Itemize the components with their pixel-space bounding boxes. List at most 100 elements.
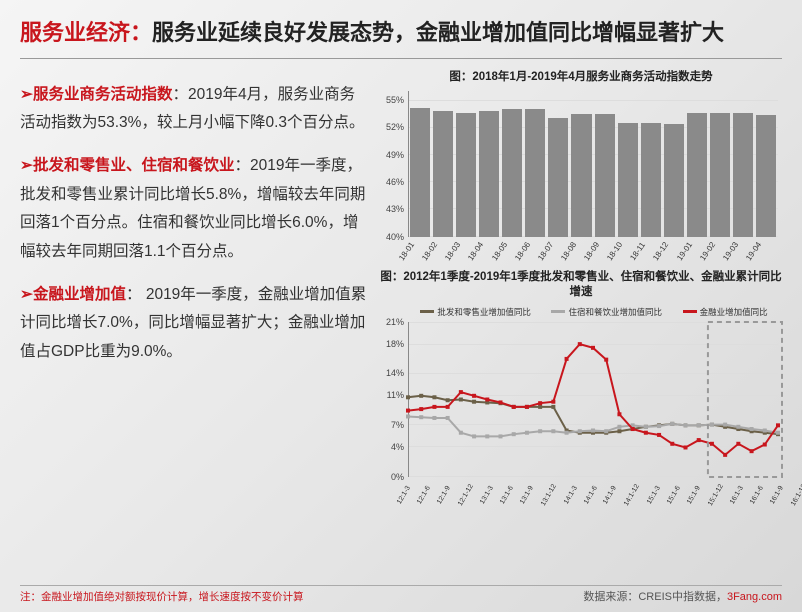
bar <box>456 113 476 237</box>
line-marker <box>499 434 503 438</box>
line-marker <box>684 445 688 449</box>
bar <box>479 111 499 237</box>
line-ytick: 4% <box>391 442 404 452</box>
line-marker <box>776 430 780 434</box>
line-marker <box>485 434 489 438</box>
line-marker <box>432 395 436 399</box>
line-marker <box>551 404 555 408</box>
bar <box>687 113 707 237</box>
line-marker <box>776 423 780 427</box>
line-marker <box>644 424 648 428</box>
line-marker <box>631 427 635 431</box>
line-marker <box>406 408 410 412</box>
data-source: 数据来源：CREIS中指数据，3Fang.com <box>583 588 782 604</box>
bar <box>733 113 753 237</box>
line-marker <box>684 423 688 427</box>
bar <box>525 109 545 237</box>
line-ytick: 14% <box>386 368 404 378</box>
line-marker <box>578 429 582 433</box>
bar <box>756 115 776 236</box>
line-chart: 批发和零售业增加值同比住宿和餐饮业增加值同比金融业增加值同比 0%4%7%11%… <box>380 304 782 509</box>
bar <box>571 114 591 236</box>
line-marker <box>446 415 450 419</box>
line-marker <box>723 452 727 456</box>
footnote: 注：金融业增加值绝对额按现价计算，增长速度按不变价计算 <box>20 589 304 604</box>
line-marker <box>472 393 476 397</box>
text-column: ➢服务业商务活动指数：2019年4月，服务业商务活动指数为53.3%，较上月小幅… <box>20 67 370 509</box>
line-marker <box>419 393 423 397</box>
line-marker <box>406 395 410 399</box>
bar-ytick: 52% <box>386 122 404 132</box>
line-marker <box>551 399 555 403</box>
line-marker <box>551 429 555 433</box>
legend-item: 批发和零售业增加值同比 <box>420 306 531 318</box>
line-marker <box>617 429 621 433</box>
footer-divider <box>20 585 782 586</box>
line-marker <box>657 424 661 428</box>
bullet-1: ➢批发和零售业、住宿和餐饮业：2019年一季度，批发和零售业累计同比增长5.8%… <box>20 152 370 267</box>
source-text: 数据来源：CREIS中指数据， <box>583 591 727 603</box>
bar-chart: 40%43%46%49%52%55% 18-0118-0218-0318-041… <box>380 87 782 267</box>
page-title: 服务业经济：服务业延续良好发展态势，金融业增加值同比增幅显著扩大 <box>20 18 782 48</box>
line-marker <box>459 430 463 434</box>
line-marker <box>710 422 714 426</box>
line-marker <box>472 434 476 438</box>
bullet-2: ➢金融业增加值： 2019年一季度，金融业增加值累计同比增长7.0%，同比增幅显… <box>20 281 370 367</box>
bar <box>618 123 638 237</box>
line-marker <box>578 342 582 346</box>
line-ytick: 21% <box>386 317 404 327</box>
bar <box>641 123 661 236</box>
title-black: 服务业延续良好发展态势，金融业增加值同比增幅显著扩大 <box>152 20 724 45</box>
bar <box>433 111 453 237</box>
line-marker <box>525 404 529 408</box>
line-marker <box>697 438 701 442</box>
line-marker <box>512 404 516 408</box>
bar <box>410 108 430 237</box>
line-marker <box>591 428 595 432</box>
line-marker <box>644 430 648 434</box>
line-marker <box>670 441 674 445</box>
bar-chart-title: 图：2018年1月-2019年4月服务业商务活动指数走势 <box>380 70 782 85</box>
source-brand: 3Fang.com <box>727 591 782 603</box>
line-ytick: 7% <box>391 420 404 430</box>
highlight-box <box>708 322 782 477</box>
bar-ytick: 55% <box>386 95 404 105</box>
line-marker <box>604 357 608 361</box>
bar <box>548 118 568 237</box>
legend-item: 住宿和餐饮业增加值同比 <box>551 306 662 318</box>
bullet-0: ➢服务业商务活动指数：2019年4月，服务业商务活动指数为53.3%，较上月小幅… <box>20 81 370 138</box>
line-marker <box>432 415 436 419</box>
charts-column: 图：2018年1月-2019年4月服务业商务活动指数走势 40%43%46%49… <box>380 67 782 509</box>
line-marker <box>763 442 767 446</box>
bar <box>502 109 522 237</box>
line-marker <box>617 424 621 428</box>
line-marker <box>485 397 489 401</box>
line-marker <box>446 398 450 402</box>
line-marker <box>657 432 661 436</box>
bar <box>595 114 615 236</box>
line-marker <box>419 415 423 419</box>
line-marker <box>538 401 542 405</box>
line-marker <box>617 412 621 416</box>
line-marker <box>763 428 767 432</box>
line-marker <box>750 427 754 431</box>
line-marker <box>499 400 503 404</box>
line-marker <box>419 407 423 411</box>
line-marker <box>670 421 674 425</box>
line-marker <box>565 356 569 360</box>
line-marker <box>512 432 516 436</box>
line-series <box>408 395 778 433</box>
line-marker <box>697 423 701 427</box>
line-marker <box>406 414 410 418</box>
line-marker <box>736 424 740 428</box>
line-marker <box>604 429 608 433</box>
line-marker <box>538 429 542 433</box>
line-ytick: 11% <box>387 390 404 400</box>
bar-ytick: 43% <box>386 204 404 214</box>
bar-ytick: 46% <box>386 177 404 187</box>
line-marker <box>525 430 529 434</box>
line-marker <box>750 449 754 453</box>
line-marker <box>710 441 714 445</box>
line-ytick: 18% <box>386 339 404 349</box>
line-marker <box>459 397 463 401</box>
